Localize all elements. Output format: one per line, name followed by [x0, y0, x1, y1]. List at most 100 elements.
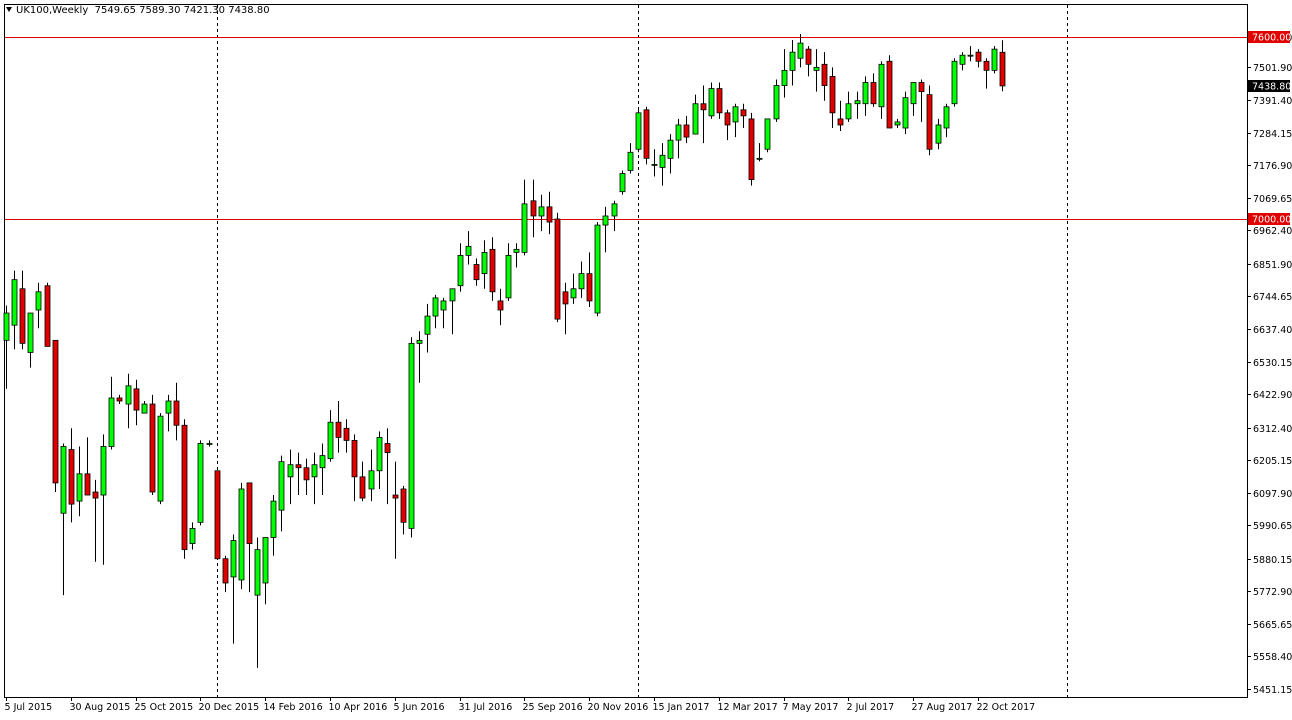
candle-body — [659, 154, 666, 168]
candle — [926, 85, 933, 156]
candle-body — [902, 97, 909, 129]
candle — [189, 522, 196, 550]
candle-body — [11, 279, 18, 326]
candle-body — [141, 403, 148, 414]
candle-body — [651, 163, 658, 166]
candle — [335, 401, 342, 453]
candle-body — [214, 470, 221, 560]
horizontal-lines[interactable] — [5, 37, 1247, 220]
candle-body — [295, 464, 302, 469]
candle — [27, 312, 34, 368]
candle-body — [206, 443, 213, 445]
candle-body — [667, 139, 674, 159]
candle — [562, 282, 569, 335]
candle — [829, 67, 836, 128]
candle — [384, 428, 391, 505]
ohlc-values: 7549.65 7589.30 7421.30 7438.80 — [94, 5, 270, 16]
candle-body — [254, 549, 261, 596]
candle — [368, 449, 375, 502]
candle-body — [708, 88, 715, 117]
candle — [740, 103, 747, 128]
y-tick-label: 6312.40 — [1253, 424, 1292, 435]
candle-body — [157, 415, 164, 502]
candle — [756, 143, 763, 162]
candle-body — [505, 254, 512, 299]
candle — [481, 240, 488, 289]
candle-body — [489, 248, 496, 293]
y-tick-label: 5880.15 — [1253, 555, 1292, 566]
current-price-box — [1248, 80, 1290, 92]
candle-body — [821, 63, 828, 86]
candle — [732, 103, 739, 138]
candle — [432, 294, 439, 329]
candle-body — [837, 118, 844, 126]
y-tick-label: 6530.15 — [1253, 358, 1292, 369]
candle — [497, 288, 504, 326]
candle — [854, 91, 861, 119]
y-tick-label: 6422.90 — [1253, 390, 1292, 401]
candle-body — [700, 103, 707, 111]
candle-body — [781, 69, 788, 86]
candle — [52, 339, 59, 492]
y-tick-label: 6744.65 — [1253, 292, 1292, 303]
candle-body — [303, 467, 310, 481]
candle — [764, 118, 771, 153]
candle-body — [311, 464, 318, 478]
candle — [594, 222, 601, 317]
candle — [489, 237, 496, 301]
candle — [100, 434, 107, 565]
candle — [967, 46, 974, 62]
candle — [400, 485, 407, 535]
candle-body — [457, 254, 464, 287]
hline-price-label: 7600.00 — [1252, 33, 1291, 44]
candle-body — [870, 82, 877, 105]
x-tick-label: 27 Aug 2017 — [912, 702, 973, 713]
candle — [11, 270, 18, 350]
y-tick-label: 7069.65 — [1253, 194, 1292, 205]
candle-body — [424, 315, 431, 335]
candle-body — [125, 385, 132, 405]
candle-body — [400, 488, 407, 523]
hline-price-box — [1248, 31, 1290, 43]
candle — [303, 458, 310, 496]
y-tick-label: 7501.90 — [1253, 63, 1292, 74]
candle-body — [222, 558, 229, 584]
candle — [862, 76, 869, 116]
candle-body — [910, 82, 917, 105]
candle-body — [116, 397, 123, 402]
candle — [935, 118, 942, 150]
candle-body — [76, 473, 83, 502]
candle — [635, 109, 642, 153]
candle-body — [773, 85, 780, 120]
candle — [197, 440, 204, 526]
candle-body — [627, 151, 634, 171]
y-tick-label: 6097.90 — [1253, 489, 1292, 500]
candle-body — [465, 245, 472, 256]
candle-body — [335, 421, 342, 438]
candle — [440, 297, 447, 329]
symbol-timeframe: UK100,Weekly — [16, 5, 89, 16]
hline-price-box — [1248, 213, 1290, 225]
chart-info-bar: UK100,Weekly 7549.65 7589.30 7421.30 743… — [6, 5, 270, 16]
candle-body — [189, 528, 196, 544]
candle-body — [246, 482, 253, 544]
candle — [108, 376, 115, 450]
candle — [141, 401, 148, 414]
candle-body — [181, 424, 188, 551]
y-tick-label: 5772.90 — [1253, 587, 1292, 598]
candle-body — [643, 109, 650, 159]
candle — [586, 252, 593, 307]
candle — [238, 482, 245, 590]
candle-body — [343, 427, 350, 441]
candle-body — [481, 251, 488, 275]
candle — [870, 73, 877, 107]
candle-body — [578, 273, 585, 290]
candle-body — [829, 76, 836, 114]
candle-body — [3, 312, 10, 341]
candle — [813, 49, 820, 92]
candle-body — [878, 63, 885, 108]
candle — [546, 191, 553, 235]
candle-body — [554, 218, 561, 320]
caret-down-icon[interactable] — [6, 7, 12, 12]
